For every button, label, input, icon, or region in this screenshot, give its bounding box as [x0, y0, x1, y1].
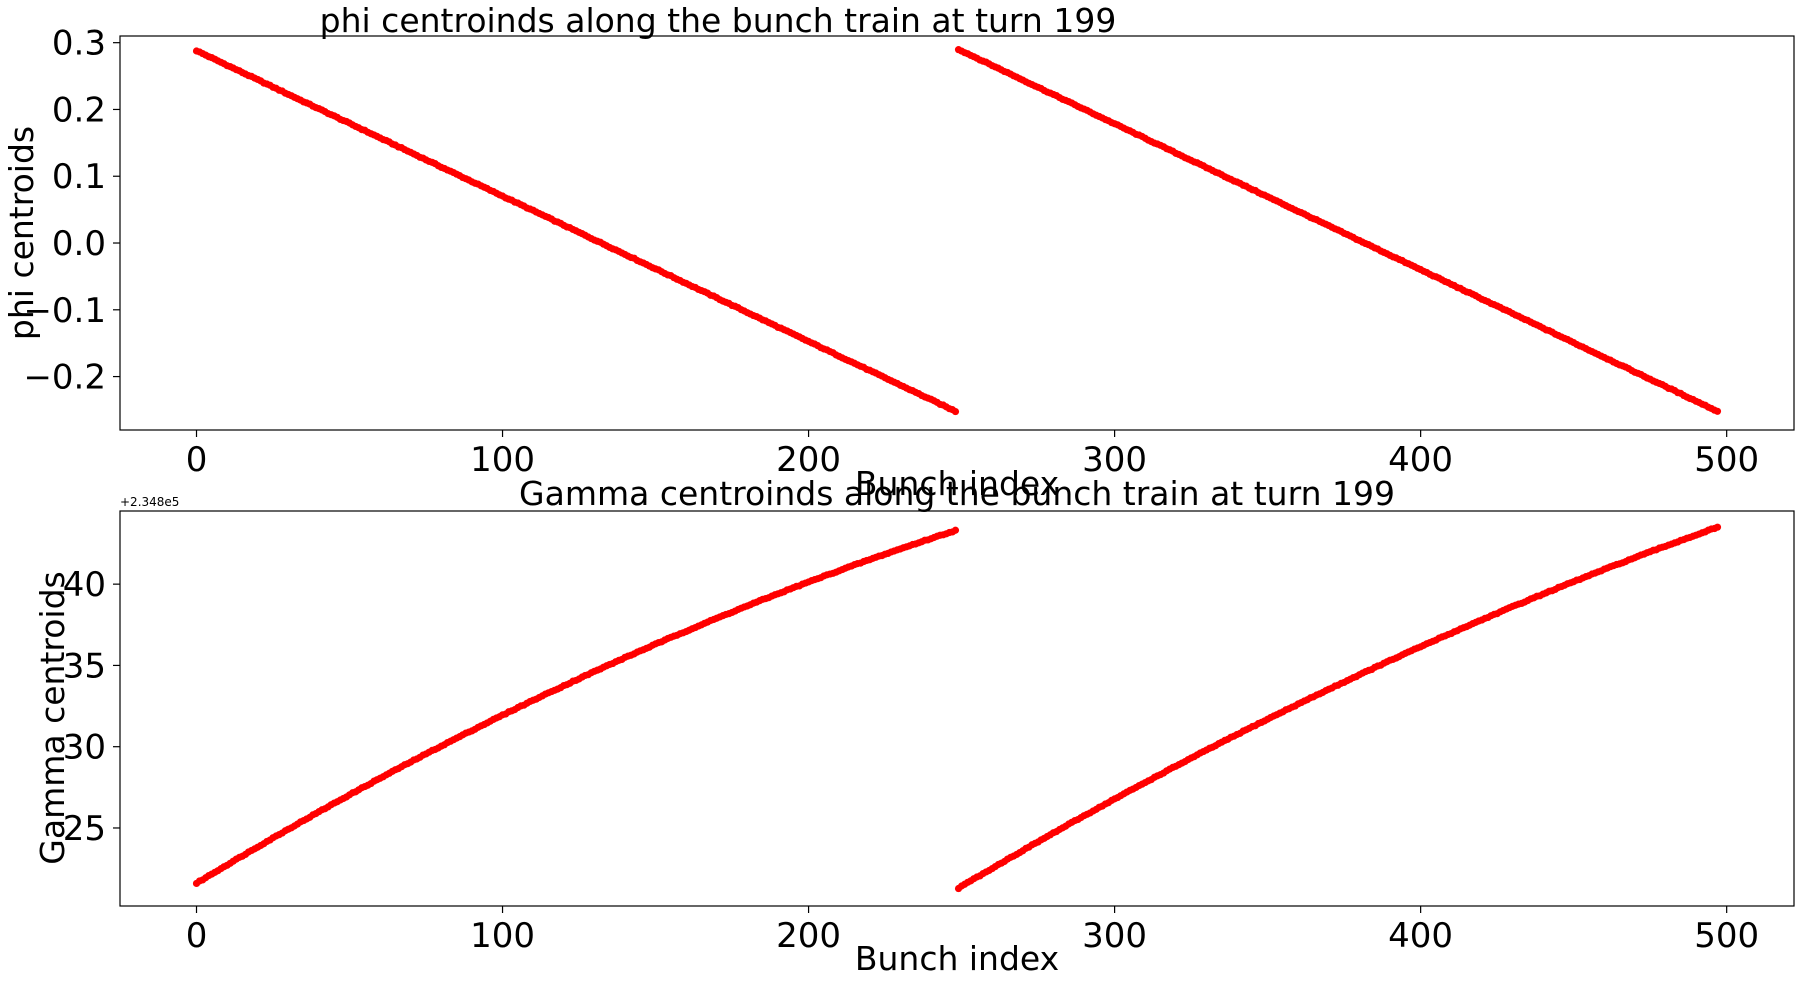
phi-x-tick-label: 0	[186, 440, 208, 480]
phi-x-ticks: 0 100 200 300 400 500	[186, 430, 1759, 480]
phi-y-tick-label: −0.1	[23, 291, 106, 331]
phi-y-tick-label: −0.2	[23, 358, 106, 398]
phi-y-axis-label: phi centroids	[2, 126, 41, 340]
gamma-x-tick-label: 400	[1388, 916, 1453, 956]
gamma-data-point	[951, 526, 960, 534]
phi-x-axis-label: Bunch index	[855, 464, 1059, 503]
phi-x-tick-label: 400	[1388, 440, 1453, 480]
phi-y-tick-label: 0.0	[52, 224, 106, 264]
phi-x-tick-label: 300	[1082, 440, 1147, 480]
gamma-x-tick-label: 300	[1082, 916, 1147, 956]
phi-x-tick-label: 100	[470, 440, 535, 480]
gamma-y-tick-label: 30	[63, 728, 106, 768]
gamma-plot-frame	[119, 510, 1795, 907]
phi-y-tick-label: 0.2	[52, 90, 106, 130]
gamma-x-axis-label: Bunch index	[855, 939, 1059, 978]
gamma-x-tick-label: 0	[186, 916, 208, 956]
phi-plot-frame	[119, 35, 1795, 431]
phi-x-tick-label: 200	[776, 440, 841, 480]
gamma-chart: Gamma centroinds along the bunch train a…	[33, 474, 1795, 978]
gamma-x-tick-label: 100	[470, 916, 535, 956]
phi-data-point	[951, 407, 960, 416]
gamma-chart-title: Gamma centroinds along the bunch train a…	[519, 474, 1395, 513]
gamma-scatter-points	[192, 523, 1722, 893]
gamma-x-tick-label: 500	[1694, 916, 1759, 956]
gamma-y-tick-label: 35	[63, 646, 106, 686]
phi-scatter-points	[192, 46, 1722, 416]
gamma-x-tick-label: 200	[776, 916, 841, 956]
phi-data-point	[1713, 407, 1722, 415]
gamma-y-tick-label: 40	[63, 565, 106, 605]
gamma-data-point	[1713, 523, 1722, 531]
phi-y-ticks: −0.2 −0.1 0.0 0.1 0.2 0.3	[23, 24, 120, 398]
phi-y-tick-label: 0.1	[52, 157, 106, 197]
phi-chart-title: phi centroinds along the bunch train at …	[320, 1, 1117, 40]
phi-chart: phi centroinds along the bunch train at …	[2, 1, 1795, 503]
gamma-y-axis-label: Gamma centroids	[33, 571, 72, 864]
phi-y-tick-label: 0.3	[52, 24, 106, 64]
gamma-y-tick-label: 25	[63, 809, 106, 849]
gamma-x-ticks: 0 100 200 300 400 500	[186, 906, 1759, 956]
phi-x-tick-label: 500	[1694, 440, 1759, 480]
gamma-offset-text: +2.348e5	[120, 495, 179, 509]
gamma-y-ticks: 25 30 35 40	[63, 565, 120, 849]
